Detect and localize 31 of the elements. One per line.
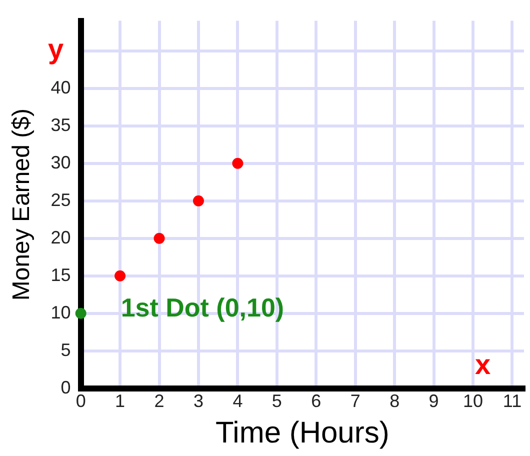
- x-tick-label: 6: [311, 391, 322, 412]
- annotation: x: [475, 349, 492, 380]
- x-tick-label: 2: [154, 391, 164, 412]
- y-tick-label: 15: [50, 264, 71, 285]
- point: [192, 195, 204, 206]
- annotation: 1st Dot (0,10): [120, 292, 284, 323]
- y-tick-label: 5: [60, 340, 71, 360]
- x-tick-label: 0: [76, 391, 86, 412]
- point: [154, 232, 165, 244]
- x-tick-label: 8: [390, 391, 400, 412]
- y-tick-label: 10: [50, 302, 71, 322]
- text: y: [48, 34, 64, 65]
- y-tick-label: 30: [50, 152, 71, 172]
- y-tick-label: 40: [50, 77, 71, 98]
- x-tick-label: 4: [232, 391, 243, 412]
- x-axis-title: Time (Hours): [215, 416, 390, 450]
- point: [114, 270, 126, 282]
- point: [75, 308, 86, 319]
- y-tick-label: 0: [60, 377, 71, 398]
- x-tick-label: 11: [502, 391, 522, 412]
- x-tick-label: 10: [463, 391, 484, 412]
- x-tick-label: 9: [428, 391, 439, 412]
- y-tick-label: 25: [50, 190, 71, 210]
- y-tick-label: 35: [50, 114, 71, 135]
- point: [232, 158, 244, 169]
- x-tick-label: 7: [350, 391, 360, 412]
- x-tick-label: 3: [193, 391, 204, 412]
- y-tick-label: 20: [50, 227, 71, 248]
- x-tick-label: 5: [272, 391, 282, 412]
- y-axis-title: Money Earned ($): [8, 108, 36, 301]
- x-tick-label: 1: [115, 391, 126, 412]
